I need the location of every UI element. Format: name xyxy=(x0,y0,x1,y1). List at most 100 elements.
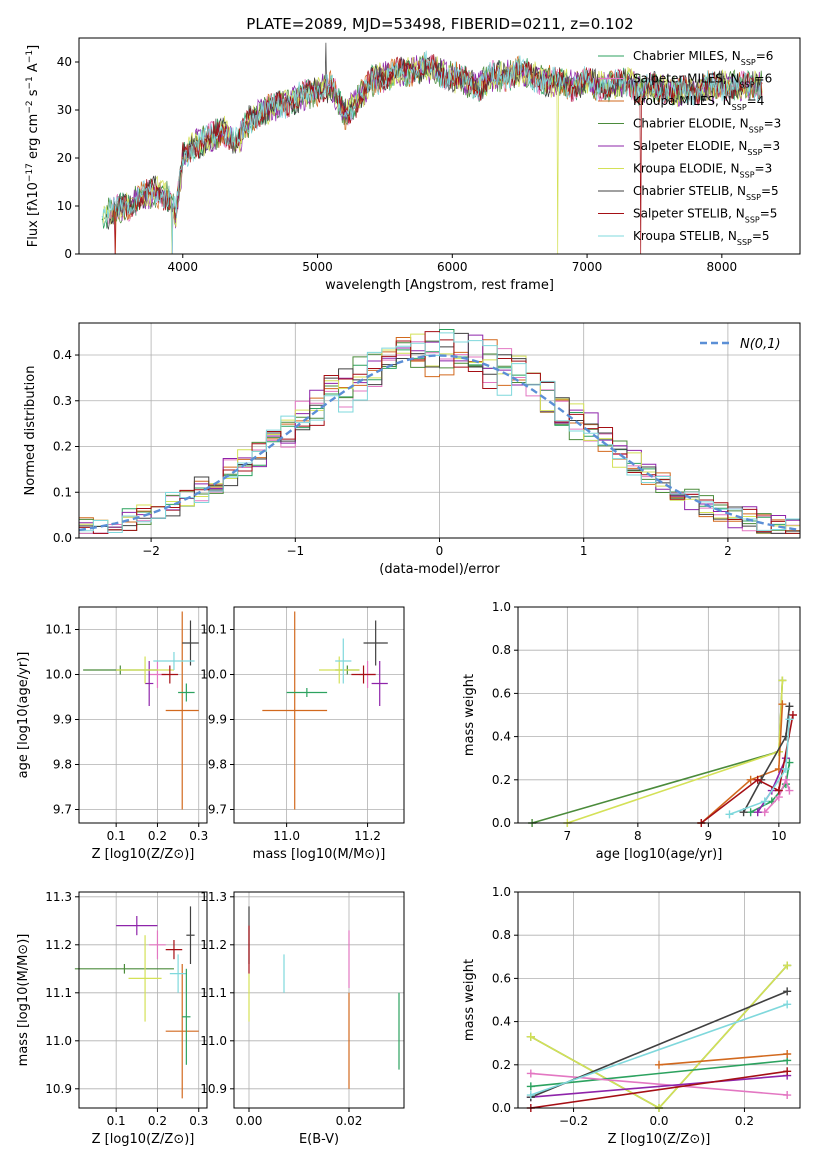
y-tick-label: 9.7 xyxy=(53,803,72,817)
legend-label-part: SSP xyxy=(746,193,761,202)
y-tick-label: 11.1 xyxy=(200,986,227,1000)
x-tick-label: 0.1 xyxy=(107,829,126,843)
x-tick-label: 4000 xyxy=(167,260,198,274)
y-tick-label: 30 xyxy=(57,103,72,117)
legend-label-part: Salpeter ELODIE, N xyxy=(633,139,747,153)
axes-frame xyxy=(517,891,801,1109)
legend-label-part: Kroupa MILES, N xyxy=(633,94,732,108)
y-axis-label-part: A xyxy=(26,63,41,76)
legend-label-part: SSP xyxy=(740,170,755,179)
weight-marker xyxy=(746,775,755,784)
legend-label-part: =5 xyxy=(752,229,770,243)
legend-label-part: =4 xyxy=(747,94,765,108)
y-tick-label: 0.2 xyxy=(53,440,72,454)
weight-line xyxy=(658,1053,788,1066)
plot-area xyxy=(79,892,207,1108)
weight-marker xyxy=(788,711,797,719)
y-tick-label: 0.8 xyxy=(492,643,511,657)
x-tick-label: 8 xyxy=(634,829,642,843)
y-tick-label: 9.7 xyxy=(208,803,227,817)
axes-frame xyxy=(233,891,405,1109)
chart-panel-2: 0.1 0.2 0.3 9.7 9.8 9.9 10.0 10.1 Z [log10(Z/Z⊙)… xyxy=(16,606,208,862)
y-axis-label: mass [log10(M/M⊙)] xyxy=(16,934,31,1067)
chart-panel-4: 7 8 9 10 0.0 0.2 0.4 0.6 0.8 1.0 age [log10(age/yr… xyxy=(462,600,801,862)
weight-marker xyxy=(785,715,794,724)
y-tick-label: 0.4 xyxy=(492,1015,511,1029)
x-axis-label: mass [log10(M/M⊙)] xyxy=(253,847,386,862)
weight-marker xyxy=(785,786,794,795)
legend-label-part: SSP xyxy=(740,80,755,89)
legend-label-part: Kroupa STELIB, N xyxy=(633,229,737,243)
axes-frame xyxy=(233,606,405,824)
x-axis-label: Z [log10(Z/Z⊙)] xyxy=(608,1132,711,1147)
x-tick-label: 6000 xyxy=(437,260,468,274)
weight-line xyxy=(764,777,791,813)
axes-frame xyxy=(78,891,208,1109)
legend-label: Kroupa MILES, NSSP=4 xyxy=(633,94,764,112)
x-tick-label: 11.0 xyxy=(273,829,300,843)
legend-label-part: =5 xyxy=(760,207,778,221)
y-axis-label-part: −1 xyxy=(25,76,35,89)
y-tick-label: 10.0 xyxy=(200,668,227,682)
x-axis-label: age [log10(age/yr)] xyxy=(596,847,723,862)
legend-label: N(0,1) xyxy=(740,337,781,352)
legend-label: Chabrier STELIB, NSSP=5 xyxy=(633,184,779,202)
y-tick-label: 10.9 xyxy=(45,1082,72,1096)
y-tick-label: 11.2 xyxy=(45,938,72,952)
y-axis-label-part: −1 xyxy=(25,50,35,63)
x-axis-label: (data-model)/error xyxy=(379,562,500,577)
legend-label-part: Kroupa ELODIE, N xyxy=(633,162,740,176)
legend-label-part: =3 xyxy=(762,139,780,153)
y-tick-label: 0 xyxy=(64,247,72,261)
y-axis-label-part: erg cm xyxy=(26,114,41,163)
weight-marker xyxy=(760,808,769,817)
weight-marker xyxy=(778,676,787,685)
legend-label-part: SSP xyxy=(749,125,764,134)
y-tick-label: 9.8 xyxy=(208,758,227,772)
y-tick-label: 11.3 xyxy=(200,890,227,904)
legend-label: Kroupa STELIB, NSSP=5 xyxy=(633,229,770,247)
y-tick-label: 0.0 xyxy=(492,1101,511,1115)
x-tick-label: 5000 xyxy=(302,260,333,274)
y-tick-label: 0.1 xyxy=(53,485,72,499)
plot-area xyxy=(234,607,404,823)
weight-marker xyxy=(753,808,762,817)
y-tick-label: 10.9 xyxy=(200,1082,227,1096)
x-tick-label: 0.02 xyxy=(336,1114,363,1128)
y-tick-label: 0.8 xyxy=(492,928,511,942)
x-tick-label: 8000 xyxy=(707,260,738,274)
axes-frame xyxy=(78,322,801,539)
x-tick-label: 0.1 xyxy=(107,1114,126,1128)
y-tick-label: 11.0 xyxy=(45,1034,72,1048)
legend-label-part: Chabrier STELIB, N xyxy=(633,184,746,198)
y-tick-label: 10.1 xyxy=(45,623,72,637)
legend-label-part: SSP xyxy=(737,238,752,247)
legend-label-part: =6 xyxy=(755,72,773,86)
x-tick-label: 7000 xyxy=(572,260,603,274)
y-tick-label: 10.0 xyxy=(45,668,72,682)
y-tick-label: 0.3 xyxy=(53,394,72,408)
weight-marker xyxy=(781,775,790,784)
x-axis-label: Z [log10(Z/Z⊙)] xyxy=(92,847,195,862)
y-axis-label-part: −2 xyxy=(25,100,35,113)
weight-marker xyxy=(725,810,734,819)
x-tick-label: −0.2 xyxy=(559,1114,588,1128)
legend-label-part: =5 xyxy=(761,184,779,198)
weight-marker xyxy=(746,808,755,817)
x-axis-label: Z [log10(Z/Z⊙)] xyxy=(92,1132,195,1147)
y-tick-label: 0.4 xyxy=(492,730,511,744)
weight-marker xyxy=(783,1000,792,1009)
weight-marker xyxy=(753,775,762,784)
legend-label-part: =3 xyxy=(764,117,782,131)
legend-label-part: Chabrier MILES, N xyxy=(633,49,741,63)
y-tick-label: 0.0 xyxy=(492,816,511,830)
legend-label: Chabrier MILES, NSSP=6 xyxy=(633,49,773,67)
x-tick-label: 0.3 xyxy=(189,1114,208,1128)
weight-line xyxy=(530,1072,788,1096)
weight-line xyxy=(530,1074,788,1098)
legend-label-part: Chabrier ELODIE, N xyxy=(633,117,749,131)
y-tick-label: 40 xyxy=(57,55,72,69)
y-tick-label: 9.9 xyxy=(53,713,72,727)
legend-label: Kroupa ELODIE, NSSP=3 xyxy=(633,162,772,180)
y-axis-label: Flux [fλ10−17 erg cm−2 s−1 A−1] xyxy=(25,45,41,247)
